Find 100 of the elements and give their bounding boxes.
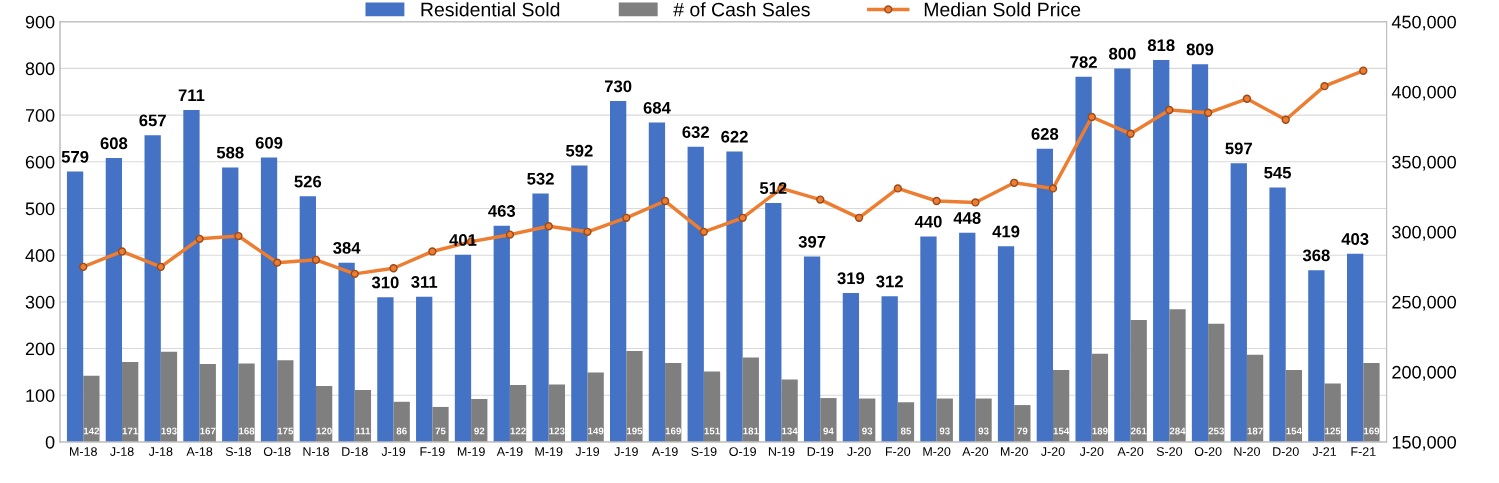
data-label: 684 <box>643 101 671 114</box>
data-label: 125 <box>1325 427 1341 435</box>
bar <box>859 398 876 442</box>
data-label: 93 <box>939 427 950 435</box>
bar <box>781 379 798 442</box>
data-label: 261 <box>1130 427 1147 435</box>
point <box>1010 178 1019 187</box>
x-tick-label: A-19 <box>651 447 678 456</box>
point <box>971 198 980 207</box>
data-label: 782 <box>1070 56 1097 68</box>
bar <box>687 146 704 442</box>
data-label: 86 <box>396 427 407 435</box>
data-label: 588 <box>216 146 244 159</box>
x-tick-label: N-19 <box>768 447 795 456</box>
point <box>273 258 282 267</box>
data-label: 79 <box>1017 427 1028 435</box>
point <box>428 247 437 256</box>
bar <box>354 390 372 442</box>
data-label: 711 <box>178 89 205 101</box>
x-tick-label: D-20 <box>1273 447 1299 456</box>
x-tick-label: F-21 <box>1351 447 1376 456</box>
x-tick-label: M-20 <box>923 447 951 456</box>
data-label: 181 <box>743 427 759 435</box>
x-tick-label: M-19 <box>457 447 485 456</box>
bar <box>648 122 666 442</box>
data-label: 368 <box>1302 249 1330 262</box>
bar <box>1347 253 1364 442</box>
x-tick-label: D-19 <box>807 447 834 456</box>
x-tick-label: A-18 <box>186 447 213 456</box>
data-label: 134 <box>782 427 798 435</box>
legend-label: Residential Sold <box>421 2 560 17</box>
data-label: 809 <box>1186 43 1214 56</box>
point <box>660 196 670 206</box>
point <box>1359 66 1368 75</box>
x-tick-label: O-18 <box>263 447 291 456</box>
data-label: 609 <box>255 136 283 149</box>
bar <box>975 398 992 442</box>
bar <box>665 363 682 442</box>
x-tick-label: S-18 <box>225 447 252 456</box>
bar <box>454 254 472 442</box>
x-tick-label: J-20 <box>1079 447 1104 456</box>
data-label: 123 <box>549 427 565 435</box>
legend-label: # of Cash Sales <box>673 2 810 17</box>
data-label: 419 <box>992 225 1020 238</box>
data-label: 171 <box>122 427 139 435</box>
point <box>1320 81 1329 91</box>
point <box>1281 115 1290 124</box>
y-tick-label: 700 <box>25 109 55 122</box>
data-label: 384 <box>333 241 361 254</box>
y-tick-label: 300 <box>25 295 55 309</box>
bar <box>471 398 488 442</box>
data-label: 608 <box>100 137 128 150</box>
data-label: 532 <box>527 172 554 185</box>
data-label: 403 <box>1341 233 1369 245</box>
y-tick-label: 800 <box>25 62 55 76</box>
bar <box>1130 320 1147 442</box>
y2-tick-label: 250,000 <box>1392 295 1456 311</box>
point <box>699 227 709 237</box>
bar <box>393 401 410 442</box>
data-label: 440 <box>914 215 942 228</box>
bar <box>1363 363 1380 442</box>
bar <box>571 165 588 442</box>
y2-tick-label: 150,000 <box>1392 435 1456 451</box>
bar <box>610 101 627 442</box>
data-label: 94 <box>823 427 834 435</box>
bar <box>897 402 915 442</box>
data-label: 75 <box>435 427 446 435</box>
x-tick-label: S-19 <box>691 447 717 456</box>
x-tick-label: N-18 <box>303 447 329 456</box>
data-label: 189 <box>1092 427 1108 435</box>
x-tick-label: A-19 <box>496 447 523 456</box>
bar <box>936 398 953 442</box>
bar <box>1230 163 1247 442</box>
bar <box>920 236 937 442</box>
bar <box>881 296 898 442</box>
bar <box>1269 187 1286 442</box>
x-tick-label: O-20 <box>1194 447 1222 456</box>
data-label: 195 <box>626 427 643 435</box>
point <box>738 213 747 223</box>
point <box>389 264 398 273</box>
bar <box>765 202 782 442</box>
bar <box>1285 370 1303 442</box>
bar <box>377 297 394 442</box>
y2-tick-label: 300,000 <box>1392 225 1456 241</box>
point <box>1165 105 1174 115</box>
bar <box>122 362 139 442</box>
point <box>79 262 88 272</box>
bar <box>509 384 527 442</box>
bar <box>587 372 604 442</box>
bar <box>626 350 643 442</box>
data-label: 463 <box>488 205 516 217</box>
bar <box>842 293 860 442</box>
data-label: 92 <box>474 427 485 435</box>
bar <box>1052 370 1070 442</box>
bar <box>416 296 433 442</box>
bar <box>222 167 239 442</box>
data-label: 397 <box>798 235 826 248</box>
bar <box>959 232 976 442</box>
bar <box>315 385 333 442</box>
bar <box>820 398 837 442</box>
